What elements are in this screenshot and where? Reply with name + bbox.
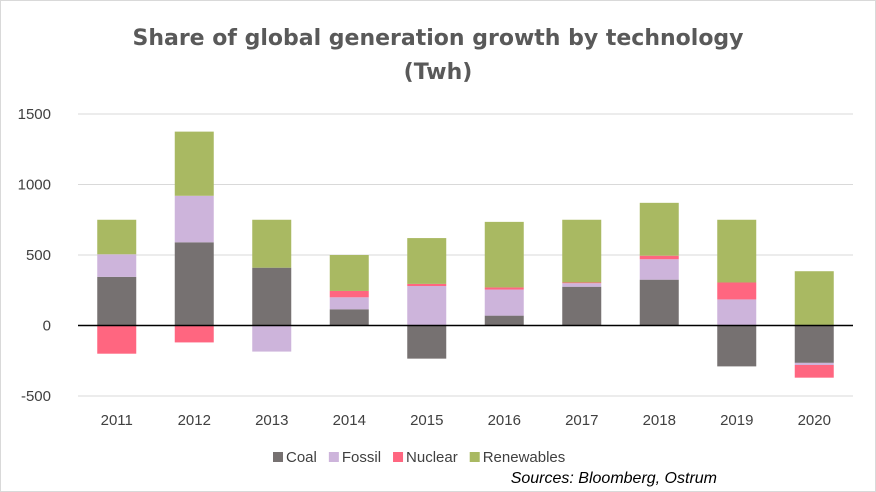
x-tick-label: 2020 [798, 412, 831, 429]
bar-coal-2017 [562, 286, 602, 326]
legend-label-nuclear: Nuclear [406, 449, 458, 466]
x-tick-label: 2015 [410, 412, 443, 429]
bar-nuclear-2015 [407, 283, 447, 287]
legend-swatch-nuclear [393, 452, 404, 462]
bar-fossil-2011 [97, 254, 137, 277]
y-tick-label: -500 [21, 388, 51, 405]
x-axis: 2011 2012 2013 2014 2015 2016 2017 2018 2019 2020 [101, 412, 831, 429]
bar-nuclear-2020 [794, 364, 834, 378]
bar-renewables-2020 [794, 271, 834, 326]
bar-fossil-2019 [717, 299, 757, 326]
y-tick-label: 1500 [18, 106, 51, 123]
x-tick-label: 2018 [643, 412, 676, 429]
bar-coal-2015 [407, 325, 447, 359]
bar-renewables-2011 [97, 219, 137, 255]
bar-fossil-2012 [174, 195, 214, 243]
bar-renewables-2014 [329, 255, 369, 291]
bar-coal-2013 [252, 267, 292, 326]
bar-nuclear-2016 [484, 287, 524, 290]
bar-renewables-2019 [717, 219, 757, 283]
x-tick-label: 2013 [255, 412, 288, 429]
legend-swatch-fossil [328, 452, 339, 462]
bar-fossil-2017 [562, 283, 602, 287]
bar-coal-2012 [174, 242, 214, 326]
legend-swatch-coal [273, 452, 283, 462]
bar-fossil-2015 [407, 286, 447, 326]
bar-nuclear-2011 [97, 325, 137, 354]
x-tick-label: 2017 [565, 412, 598, 429]
bar-renewables-2013 [252, 219, 292, 268]
x-tick-label: 2011 [101, 412, 133, 429]
bar-nuclear-2014 [329, 290, 369, 298]
bar-nuclear-2017 [562, 282, 602, 284]
x-tick-label: 2014 [333, 412, 366, 429]
bar-renewables-2016 [484, 221, 524, 288]
bar-coal-2014 [329, 309, 369, 326]
bar-nuclear-2012 [174, 325, 214, 343]
bar-fossil-2018 [639, 259, 679, 280]
bar-fossil-2020 [794, 362, 834, 365]
chart-title: Share of global generation growth by tec… [132, 26, 743, 51]
bar-fossil-2013 [252, 325, 292, 352]
x-tick-label: 2012 [178, 412, 211, 429]
bar-coal-2020 [794, 325, 834, 363]
y-axis: -500 0 500 1000 1500 [18, 106, 51, 405]
bar-coal-2016 [484, 315, 524, 326]
source-note: Sources: Bloomberg, Ostrum [510, 470, 717, 487]
bar-coal-2019 [717, 325, 757, 367]
x-tick-label: 2019 [720, 412, 753, 429]
y-tick-label: 0 [43, 318, 51, 335]
legend-label-coal: Coal [286, 449, 317, 466]
chart-subtitle: (Twh) [404, 60, 473, 85]
legend: Coal Fossil Nuclear Renewables [273, 449, 565, 466]
legend-swatch-renewables [469, 452, 480, 462]
bar-nuclear-2018 [639, 255, 679, 260]
bar-renewables-2017 [562, 219, 602, 283]
bar-renewables-2015 [407, 238, 447, 284]
bar-coal-2018 [639, 279, 679, 326]
y-tick-label: 1000 [18, 177, 51, 194]
bar-coal-2011 [97, 276, 137, 326]
legend-label-renewables: Renewables [483, 449, 566, 466]
bar-fossil-2016 [484, 289, 524, 316]
legend-label-fossil: Fossil [342, 449, 381, 466]
bar-nuclear-2019 [717, 282, 757, 300]
bar-renewables-2018 [639, 202, 679, 256]
bar-fossil-2014 [329, 297, 369, 310]
bar-renewables-2012 [174, 131, 214, 196]
y-tick-label: 500 [26, 247, 51, 264]
x-tick-label: 2016 [488, 412, 521, 429]
bars [97, 131, 834, 378]
